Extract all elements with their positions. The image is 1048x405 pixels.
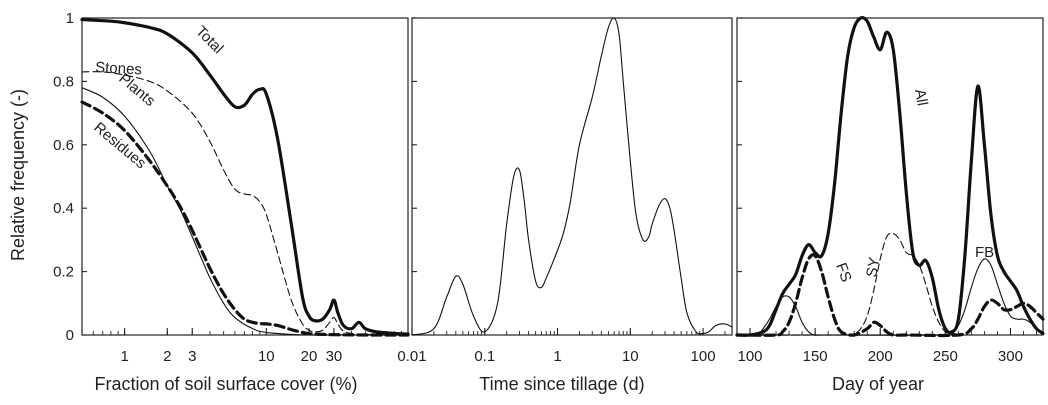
x-tick-label: 0.1 [474,348,495,365]
x-tick-label: 200 [868,348,893,365]
curve-label-stones: Stones [95,59,143,78]
y-tick-label: 1 [66,10,74,27]
curve-label-all: All [911,88,931,107]
x-tick-label: 10 [622,348,639,365]
axis-ticks: 0 0.2 0.4 0.6 0.8 1 1 2 3 10 20 30 0.01 0.1 1 10 100 100 1… [53,10,1037,365]
series-line-plants [81,87,409,336]
x-tick-label: 150 [803,348,828,365]
x-tick-label: 1 [553,348,561,365]
y-tick-label: 0.4 [53,200,74,217]
x-tick-label: 1 [120,348,128,365]
series-line-residues [80,100,410,337]
y-tick-label: 0.6 [53,137,74,154]
series-line-fs [735,253,1045,338]
x-tick-label: 3 [188,348,196,365]
curve-label-fs: FS [832,261,855,285]
panel-1-x-axis-label: Fraction of soil surface cover (%) [94,374,357,394]
series-line-fb [736,258,1044,337]
series-line-stones [81,71,409,336]
x-tick-label: 10 [258,348,275,365]
curve-label-fb: FB [975,244,994,261]
panel-2-x-axis-label: Time since tillage (d) [479,374,644,394]
y-tick-label: 0.2 [53,264,74,281]
panel-3-x-axis-label: Day of year [832,374,924,394]
series-line-all [735,16,1045,337]
x-tick-label: 100 [691,348,716,365]
y-axis-label: Relative frequency (-) [8,89,28,261]
curves [80,16,1045,338]
y-tick-label: 0.8 [53,73,74,90]
panel-3-frame [736,17,1044,336]
x-tick-label: 250 [933,348,958,365]
panel-2-frame [411,17,733,336]
x-tick-label: 30 [326,348,343,365]
curve-label-sy: SY [863,256,883,279]
curve-label-total: Total [192,23,226,57]
series-line-sy [736,232,959,336]
x-tick-label: 2 [163,348,171,365]
x-tick-label: 300 [998,348,1023,365]
series-line-panel-2 [411,17,733,336]
series-line-total [80,17,410,336]
x-tick-label: 100 [738,348,763,365]
y-tick-label: 0 [66,327,74,344]
panel-1-frame [81,17,409,336]
x-tick-label: 0.01 [397,348,426,365]
x-tick-label: 20 [301,348,318,365]
